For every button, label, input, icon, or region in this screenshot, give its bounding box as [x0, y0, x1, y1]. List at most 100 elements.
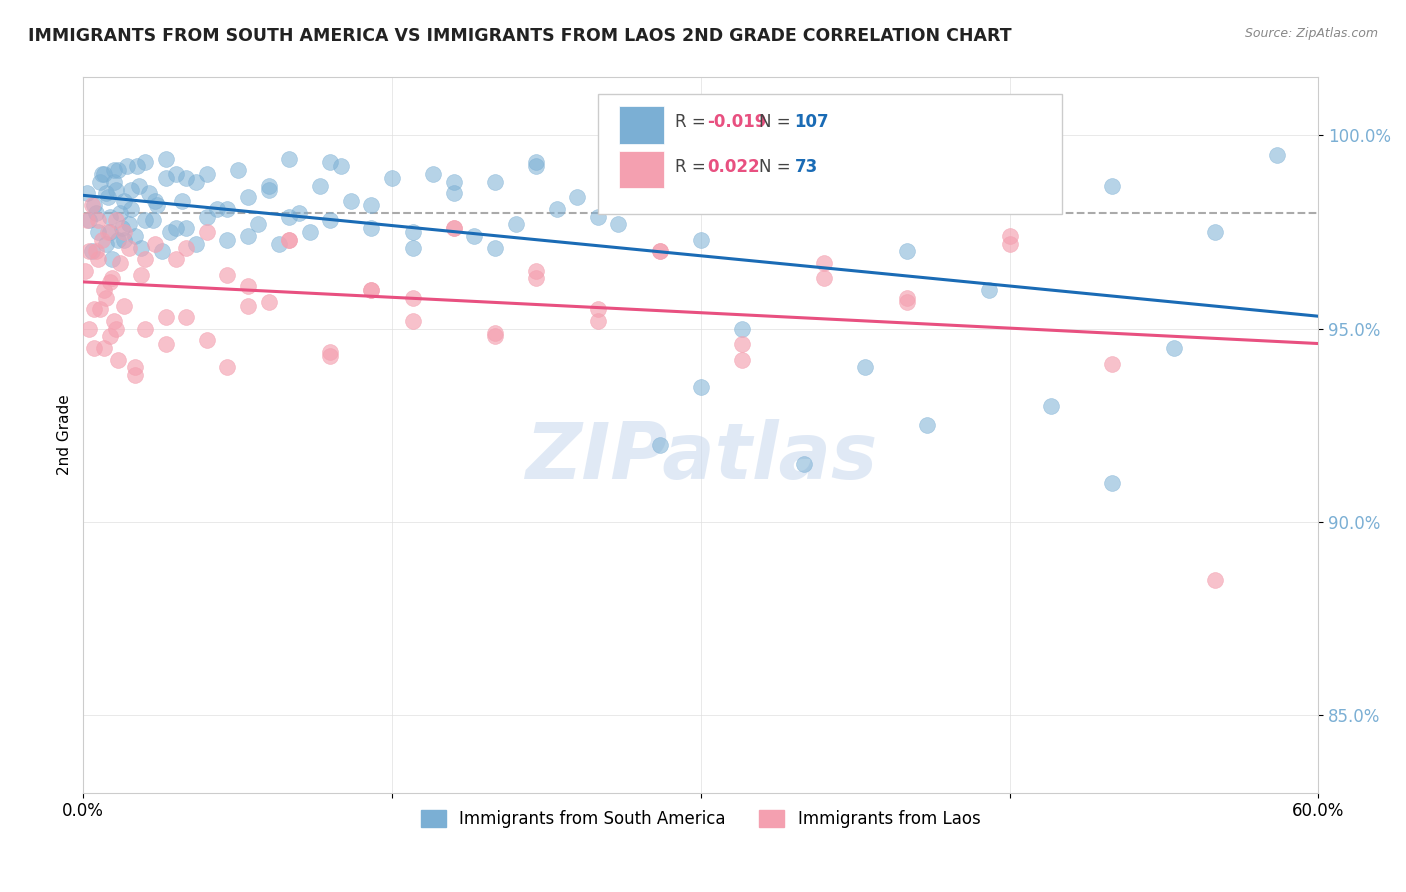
Point — [484, 241, 506, 255]
Point — [101, 252, 124, 267]
Point — [174, 171, 197, 186]
Point — [90, 167, 112, 181]
Point — [110, 206, 132, 220]
Point — [110, 256, 132, 270]
Point — [236, 229, 259, 244]
Point — [155, 337, 177, 351]
Point — [257, 294, 280, 309]
Point — [103, 175, 125, 189]
Point — [155, 171, 177, 186]
Point — [174, 310, 197, 325]
Point — [896, 291, 918, 305]
Point — [195, 334, 218, 348]
Point — [422, 167, 444, 181]
Point — [1265, 147, 1288, 161]
Point — [134, 213, 156, 227]
Point — [586, 302, 609, 317]
Point — [1039, 399, 1062, 413]
Point — [107, 163, 129, 178]
Point — [86, 213, 108, 227]
Point — [236, 279, 259, 293]
Point — [80, 198, 103, 212]
Point — [80, 244, 103, 259]
Text: N =: N = — [759, 113, 796, 131]
Point — [114, 225, 136, 239]
Point — [309, 178, 332, 193]
Point — [648, 244, 671, 259]
Point — [1163, 341, 1185, 355]
Point — [628, 183, 651, 197]
Point — [186, 175, 208, 189]
Point — [134, 322, 156, 336]
Point — [267, 236, 290, 251]
Point — [155, 310, 177, 325]
Point — [93, 341, 115, 355]
Point — [142, 213, 165, 227]
Point — [505, 218, 527, 232]
Point — [217, 202, 239, 216]
Point — [401, 225, 423, 239]
Point — [360, 283, 382, 297]
Point — [120, 183, 142, 197]
Point — [319, 155, 342, 169]
Point — [146, 198, 169, 212]
Point — [103, 314, 125, 328]
Point — [107, 352, 129, 367]
Point — [689, 233, 711, 247]
Point — [731, 352, 754, 367]
Point — [484, 329, 506, 343]
Point — [117, 218, 139, 232]
Point — [896, 294, 918, 309]
Point — [165, 167, 187, 181]
Point — [586, 210, 609, 224]
Point — [93, 283, 115, 297]
Point — [98, 276, 121, 290]
Point — [443, 221, 465, 235]
Point — [217, 360, 239, 375]
Text: 0.022: 0.022 — [707, 158, 759, 176]
Y-axis label: 2nd Grade: 2nd Grade — [58, 394, 72, 475]
Point — [298, 225, 321, 239]
Point — [731, 322, 754, 336]
Point — [195, 225, 218, 239]
Point — [401, 241, 423, 255]
Point — [340, 194, 363, 209]
Point — [319, 349, 342, 363]
Point — [278, 233, 301, 247]
Point — [998, 236, 1021, 251]
Point — [360, 283, 382, 297]
Point — [134, 252, 156, 267]
Text: Source: ZipAtlas.com: Source: ZipAtlas.com — [1244, 27, 1378, 40]
Point — [83, 198, 105, 212]
Point — [138, 186, 160, 201]
Point — [236, 299, 259, 313]
Point — [172, 194, 194, 209]
Point — [401, 291, 423, 305]
Point — [124, 360, 146, 375]
Point — [114, 194, 136, 209]
Point — [97, 225, 120, 239]
Point — [896, 244, 918, 259]
Point — [150, 244, 173, 259]
Text: IMMIGRANTS FROM SOUTH AMERICA VS IMMIGRANTS FROM LAOS 2ND GRADE CORRELATION CHAR: IMMIGRANTS FROM SOUTH AMERICA VS IMMIGRA… — [28, 27, 1012, 45]
Text: R =: R = — [675, 113, 711, 131]
Point — [125, 160, 148, 174]
Point — [174, 241, 197, 255]
Point — [94, 236, 117, 251]
Point — [278, 152, 301, 166]
Point — [107, 233, 129, 247]
Point — [98, 210, 121, 224]
Text: ZIPatlas: ZIPatlas — [524, 418, 877, 494]
Point — [648, 438, 671, 452]
Point — [731, 337, 754, 351]
Text: -0.019: -0.019 — [707, 113, 766, 131]
Point — [586, 314, 609, 328]
Point — [143, 236, 166, 251]
Point — [1101, 476, 1123, 491]
Point — [103, 163, 125, 178]
Point — [278, 233, 301, 247]
Point — [101, 271, 124, 285]
Point — [648, 244, 671, 259]
Point — [288, 206, 311, 220]
Point — [257, 178, 280, 193]
